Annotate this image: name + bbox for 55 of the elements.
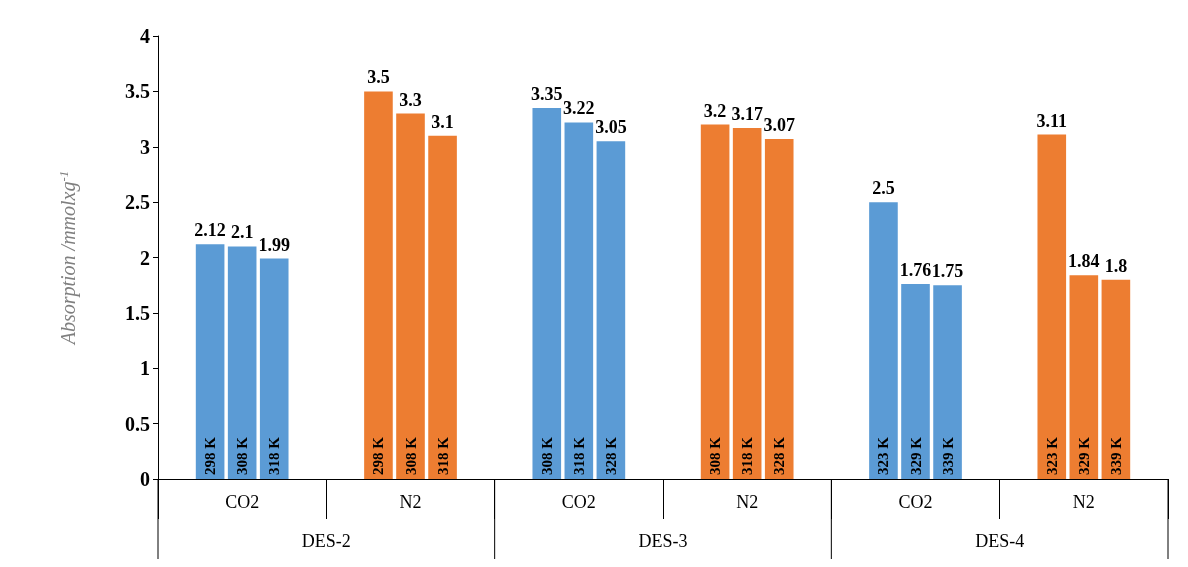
- y-tick-label: 0.5: [125, 412, 150, 435]
- annotation: 308 K: [234, 436, 251, 475]
- data-label: 1.84: [1068, 251, 1100, 272]
- annotation: 308 K: [538, 436, 555, 475]
- x-tick-label: N2: [1072, 492, 1095, 512]
- annotation: 329 K: [1075, 436, 1092, 475]
- y-tick-label: 4: [140, 25, 150, 47]
- annotation: 308 K: [402, 436, 419, 475]
- annotation: 339 K: [939, 436, 956, 475]
- data-label: 1.75: [931, 261, 964, 282]
- data-label: 2.1: [230, 222, 254, 243]
- data-label: 3.22: [563, 98, 595, 119]
- y-tick-label: 1: [140, 357, 150, 380]
- y-tick-label: 3: [140, 135, 150, 158]
- x-tick-label: CO2: [225, 492, 260, 512]
- data-label: 1.99: [258, 234, 290, 255]
- data-label: 3.07: [763, 115, 795, 135]
- y-tick-label: 3.5: [125, 80, 150, 103]
- x-tick-label: N2: [399, 492, 422, 512]
- annotation: 318 K: [570, 436, 587, 475]
- data-label: 3.17: [731, 103, 763, 124]
- x-tick-label: CO2: [898, 492, 933, 512]
- annotation: 318 K: [266, 436, 283, 475]
- data-label: 3.1: [431, 111, 454, 132]
- data-label: 1.76: [899, 260, 932, 281]
- y-tick-label: 2.5: [125, 191, 150, 214]
- annotation: 328 K: [602, 436, 619, 475]
- annotation: 298 K: [202, 436, 219, 475]
- text: DES-4: [975, 531, 1025, 551]
- annotation: 328 K: [771, 436, 788, 475]
- data-label: 3.05: [595, 117, 627, 138]
- annotation: 318 K: [434, 436, 451, 475]
- y-tick-label: 2: [140, 246, 150, 269]
- data-label: 3.35: [531, 83, 563, 104]
- annotation: 298 K: [370, 436, 387, 475]
- annotation: 323 K: [1043, 436, 1060, 475]
- data-label: 1.8: [1104, 255, 1128, 276]
- y-axis-title: Absorption /mmolxg-1: [56, 170, 80, 347]
- y-tick-label: 1.5: [125, 301, 150, 324]
- data-label: 2.5: [872, 178, 895, 199]
- x-tick-label: CO2: [561, 492, 596, 512]
- text: DES-3: [638, 531, 688, 551]
- data-label: 3.3: [399, 89, 422, 110]
- data-label: 3.5: [367, 67, 390, 88]
- annotation: 323 K: [875, 436, 892, 475]
- data-label: 3.11: [1036, 110, 1068, 131]
- y-tick-label: 0: [140, 468, 150, 490]
- annotation: 329 K: [907, 436, 924, 475]
- data-label: 2.12: [194, 220, 226, 241]
- annotation: 318 K: [739, 436, 756, 475]
- text: DES-2: [301, 531, 351, 551]
- annotation: 308 K: [707, 436, 724, 475]
- annotation: 339 K: [1107, 436, 1124, 475]
- data-label: 3.2: [703, 100, 727, 121]
- x-tick-label: N2: [736, 492, 759, 512]
